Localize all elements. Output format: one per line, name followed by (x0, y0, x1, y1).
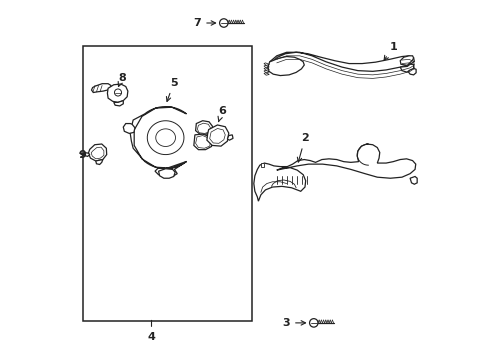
Bar (83, 46, 252, 321)
Polygon shape (400, 56, 414, 66)
Text: 6: 6 (218, 106, 226, 122)
Text: 9: 9 (79, 150, 87, 159)
Text: 1: 1 (384, 42, 397, 60)
Polygon shape (156, 129, 175, 147)
Polygon shape (96, 159, 103, 165)
Polygon shape (227, 135, 233, 140)
Text: 3: 3 (282, 318, 306, 328)
Polygon shape (268, 57, 304, 76)
Polygon shape (114, 100, 123, 106)
Polygon shape (270, 52, 415, 71)
Polygon shape (261, 163, 265, 167)
Polygon shape (210, 129, 225, 143)
Polygon shape (130, 107, 187, 176)
Polygon shape (410, 176, 417, 184)
Text: 7: 7 (194, 18, 216, 28)
Polygon shape (207, 125, 229, 146)
Text: 4: 4 (147, 320, 155, 342)
Polygon shape (107, 84, 128, 102)
Polygon shape (92, 84, 111, 93)
Text: 5: 5 (167, 78, 177, 102)
Polygon shape (147, 121, 184, 154)
Polygon shape (91, 147, 104, 159)
Circle shape (310, 319, 318, 327)
Polygon shape (83, 153, 90, 156)
Polygon shape (196, 121, 213, 134)
Polygon shape (159, 169, 175, 178)
Polygon shape (400, 64, 414, 72)
Polygon shape (123, 123, 135, 134)
Polygon shape (194, 134, 213, 150)
Polygon shape (196, 136, 210, 148)
Circle shape (115, 89, 122, 96)
Polygon shape (88, 144, 107, 161)
Polygon shape (254, 144, 416, 201)
Polygon shape (197, 123, 210, 134)
Polygon shape (408, 68, 416, 75)
Text: 8: 8 (118, 73, 126, 86)
Text: 2: 2 (297, 133, 309, 162)
Circle shape (220, 19, 228, 27)
